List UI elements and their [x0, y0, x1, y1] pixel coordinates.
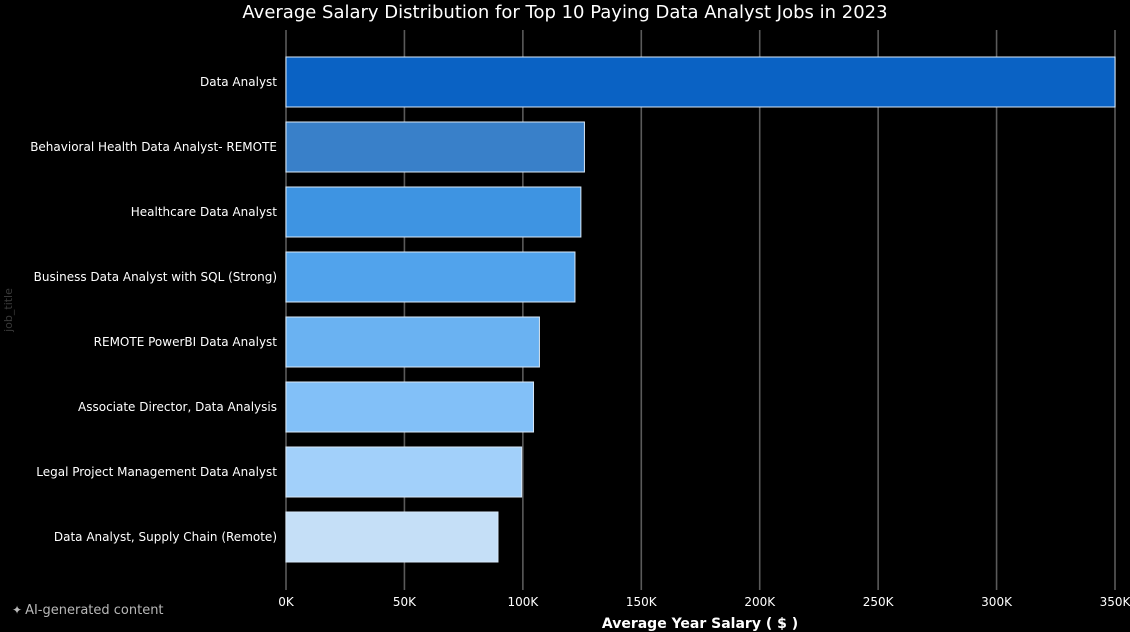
- x-tick-labels: 0K 50K 100K 150K 200K 250K 300K 350K: [278, 595, 1130, 609]
- ai-note-label: AI-generated content: [25, 603, 164, 618]
- category-label: REMOTE PowerBI Data Analyst: [94, 335, 278, 349]
- bars: [285, 56, 1116, 563]
- x-tick-label: 50K: [393, 595, 417, 609]
- x-tick-label: 0K: [278, 595, 295, 609]
- x-tick-label: 200K: [744, 595, 776, 609]
- category-label: Legal Project Management Data Analyst: [36, 465, 277, 479]
- category-label: Associate Director, Data Analysis: [78, 400, 277, 414]
- y-axis-title: job_title: [2, 288, 15, 333]
- x-tick-label: 250K: [863, 595, 895, 609]
- x-tick-label: 350K: [1100, 595, 1130, 609]
- ai-generated-note: ✦ AI-generated content: [12, 603, 164, 618]
- bar: [285, 381, 535, 433]
- chart-title: Average Salary Distribution for Top 10 P…: [242, 2, 888, 23]
- category-label: Healthcare Data Analyst: [131, 205, 278, 219]
- bar: [285, 511, 499, 563]
- x-tick-label: 100K: [507, 595, 539, 609]
- bar: [285, 121, 585, 173]
- category-label: Data Analyst, Supply Chain (Remote): [54, 530, 277, 544]
- bar: [285, 251, 576, 303]
- bar: [285, 316, 540, 368]
- category-label: Business Data Analyst with SQL (Strong): [34, 270, 277, 284]
- bar: [285, 446, 523, 498]
- x-axis-title: Average Year Salary ( $ ): [602, 616, 798, 632]
- bar: [285, 56, 1116, 108]
- category-label: Behavioral Health Data Analyst- REMOTE: [30, 140, 277, 154]
- category-label: Data Analyst: [200, 75, 277, 89]
- x-tick-label: 150K: [626, 595, 658, 609]
- grid-lines: [285, 30, 1116, 590]
- bar: [285, 186, 582, 238]
- category-labels: Data Analyst Behavioral Health Data Analy…: [30, 75, 277, 544]
- sparkle-icon: ✦: [12, 603, 23, 617]
- x-tick-label: 300K: [981, 595, 1013, 609]
